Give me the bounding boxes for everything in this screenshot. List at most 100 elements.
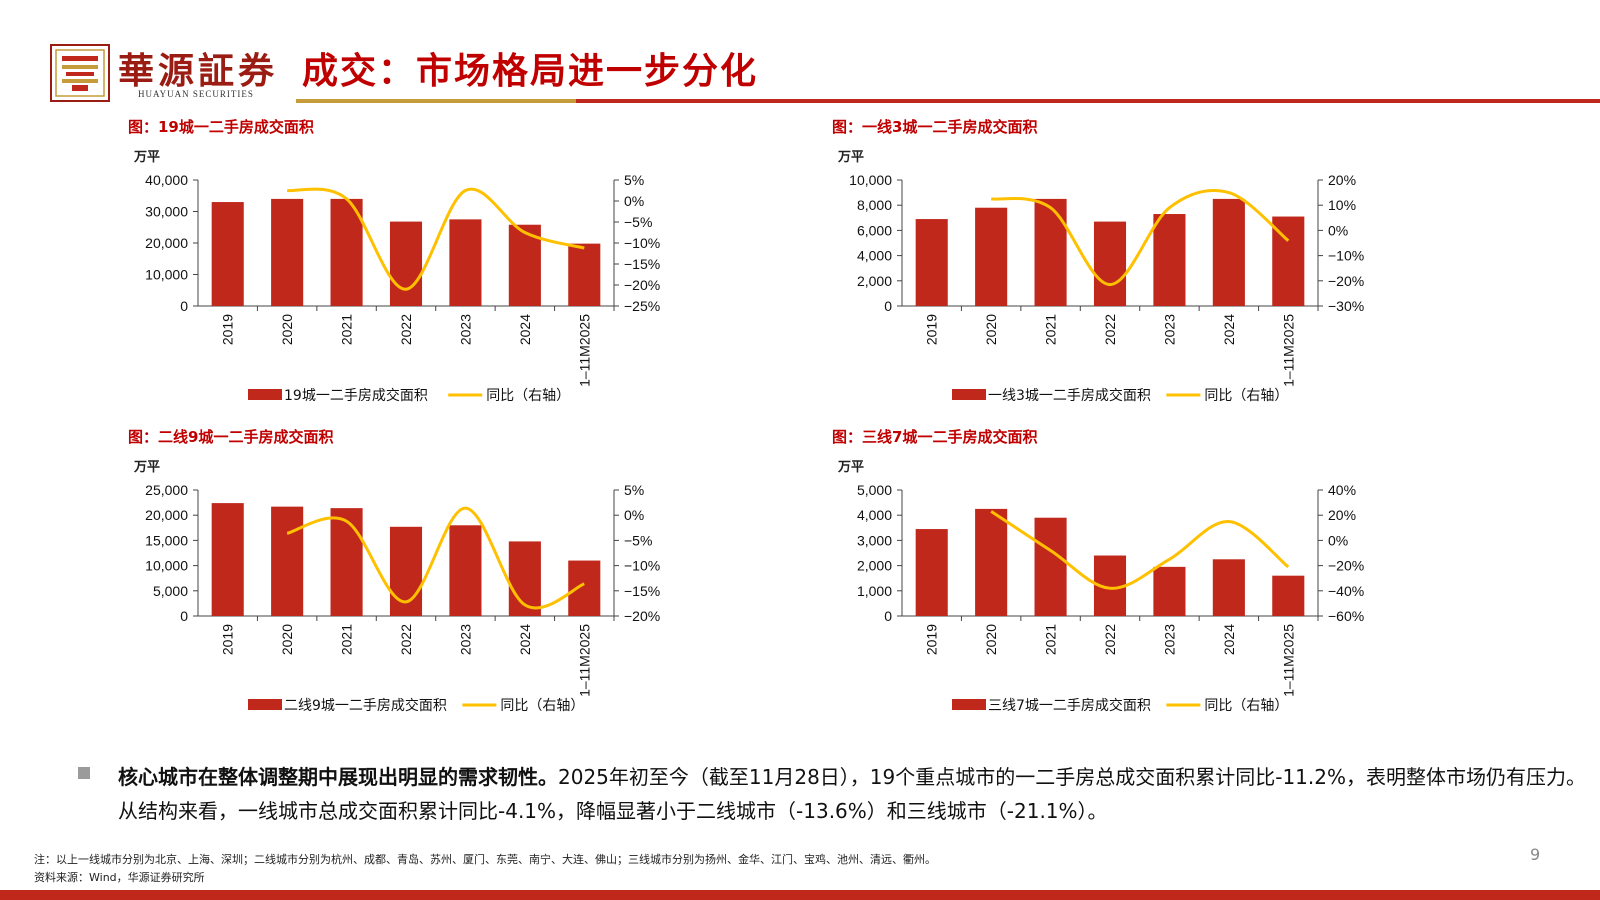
chart-title: 图：三线7城一二手房成交面积 [832, 426, 1037, 447]
x-tick-label: 1–11M2025 [1280, 624, 1296, 697]
x-tick-label: 2023 [457, 314, 473, 345]
y2-tick-label: −20% [1328, 273, 1364, 289]
y2-tick-label: −10% [1328, 248, 1364, 264]
x-tick-label: 2020 [983, 624, 999, 655]
y-tick-label: 20,000 [145, 235, 188, 251]
y-tick-label: 5,000 [153, 583, 188, 599]
bullet-square-icon [78, 767, 90, 779]
x-tick-label: 1–11M2025 [576, 624, 592, 697]
y2-tick-label: −20% [624, 608, 660, 624]
x-tick-label: 2024 [517, 314, 533, 345]
y2-tick-label: −40% [1328, 583, 1364, 599]
y2-tick-label: −10% [624, 558, 660, 574]
y-tick-label: 4,000 [857, 507, 892, 523]
y-tick-label: 4,000 [857, 248, 892, 264]
y-tick-label: 20,000 [145, 507, 188, 523]
chart-panel-tier1: 图：一线3城一二手房成交面积 万平 0 2,000 4,000 6,000 8,000 10… [832, 116, 1592, 416]
bar [916, 219, 948, 306]
y2-tick-label: −10% [624, 235, 660, 251]
x-tick-label: 2020 [279, 314, 295, 345]
x-tick-label: 2021 [339, 624, 355, 655]
bar [449, 525, 481, 616]
x-tick-label: 2019 [924, 624, 940, 655]
y2-tick-label: 5% [624, 482, 644, 498]
y-tick-label: 0 [884, 608, 892, 624]
x-tick-label: 2019 [220, 314, 236, 345]
x-tick-label: 2021 [339, 314, 355, 345]
y-tick-label: 30,000 [145, 204, 188, 220]
y-tick-label: 10,000 [145, 267, 188, 283]
chart-title: 图：19城一二手房成交面积 [128, 116, 314, 137]
page-title: 成交：市场格局进一步分化 [302, 42, 758, 94]
x-tick-label: 2019 [220, 624, 236, 655]
y-tick-label: 25,000 [145, 482, 188, 498]
y-tick-label: 2,000 [857, 273, 892, 289]
y2-tick-label: 0% [1328, 532, 1348, 548]
y2-tick-label: 5% [624, 172, 644, 188]
brand-name-en: HUAYUAN SECURITIES [138, 89, 254, 99]
bar [568, 244, 600, 306]
bar [1272, 576, 1304, 616]
x-tick-label: 2020 [983, 314, 999, 345]
bar [1035, 518, 1067, 616]
brand-name: 華源証券 [118, 42, 278, 94]
bar [568, 561, 600, 616]
y-tick-label: 15,000 [145, 532, 188, 548]
y2-tick-label: 0% [624, 507, 644, 523]
legend-label: 三线7城一二手房成交面积 [988, 697, 1151, 714]
x-tick-label: 2021 [1043, 624, 1059, 655]
y2-tick-label: −20% [1328, 558, 1364, 574]
x-tick-label: 2022 [398, 314, 414, 345]
footnote: 注：以上一线城市分别为北京、上海、深圳；二线城市分别为杭州、成都、青岛、苏州、厦… [34, 851, 936, 867]
bar [1213, 559, 1245, 616]
y-tick-label: 6,000 [857, 222, 892, 238]
legend-label: 19城一二手房成交面积 [284, 387, 428, 404]
y-axis-unit: 万平 [837, 460, 864, 475]
bar [1213, 199, 1245, 306]
y2-tick-label: −15% [624, 256, 660, 272]
header: 華源証券 HUAYUAN SECURITIES 成交：市场格局进一步分化 [0, 0, 1600, 110]
y2-tick-label: 20% [1328, 172, 1356, 188]
x-tick-label: 1–11M2025 [1280, 314, 1296, 387]
y2-tick-label: −60% [1328, 608, 1364, 624]
chart-tier1: 万平02,0004,0006,0008,00010,000−30%−20%−10… [832, 136, 1572, 426]
x-tick-label: 2019 [924, 314, 940, 345]
y-tick-label: 10,000 [145, 558, 188, 574]
x-tick-label: 2023 [457, 624, 473, 655]
x-tick-label: 2023 [1161, 624, 1177, 655]
y-tick-label: 8,000 [857, 197, 892, 213]
legend-bar-swatch [248, 389, 282, 400]
y-tick-label: 2,000 [857, 558, 892, 574]
bar [271, 199, 303, 306]
bar [975, 509, 1007, 616]
source-note: 资料来源：Wind，华源证券研究所 [34, 869, 205, 885]
bar [212, 202, 244, 306]
bar [212, 503, 244, 616]
bar [916, 529, 948, 616]
title-rule-gold [296, 99, 576, 103]
legend-label: 一线3城一二手房成交面积 [988, 387, 1151, 404]
chart-tier2: 万平05,00010,00015,00020,00025,000−20%−15%… [128, 446, 868, 736]
legend-label: 同比（右轴） [1204, 698, 1288, 714]
y2-tick-label: 20% [1328, 507, 1356, 523]
chart-tier3: 万平 0 1,000 2,000 3,000 4,000 5,000 −60% −40% −20%… [832, 446, 1572, 736]
bar [1153, 567, 1185, 616]
legend-label: 同比（右轴） [1204, 388, 1288, 404]
y-tick-label: 0 [180, 298, 188, 314]
y-axis-unit: 万平 [133, 150, 160, 165]
x-tick-label: 2022 [1102, 314, 1118, 345]
y2-tick-label: −5% [624, 532, 652, 548]
summary-lead: 核心城市在整体调整期中展现出明显的需求韧性。 [118, 765, 558, 789]
y-axis-unit: 万平 [133, 460, 160, 475]
y-tick-label: 3,000 [857, 532, 892, 548]
bar [271, 507, 303, 616]
y-tick-label: 10,000 [849, 172, 892, 188]
x-tick-label: 2022 [1102, 624, 1118, 655]
legend-label: 同比（右轴） [486, 388, 570, 404]
chart-title: 图：一线3城一二手房成交面积 [832, 116, 1037, 137]
bar [975, 208, 1007, 306]
y2-tick-label: 0% [1328, 222, 1348, 238]
y-tick-label: 1,000 [857, 583, 892, 599]
y-tick-label: 5,000 [857, 482, 892, 498]
legend-label: 同比（右轴） [500, 698, 584, 714]
